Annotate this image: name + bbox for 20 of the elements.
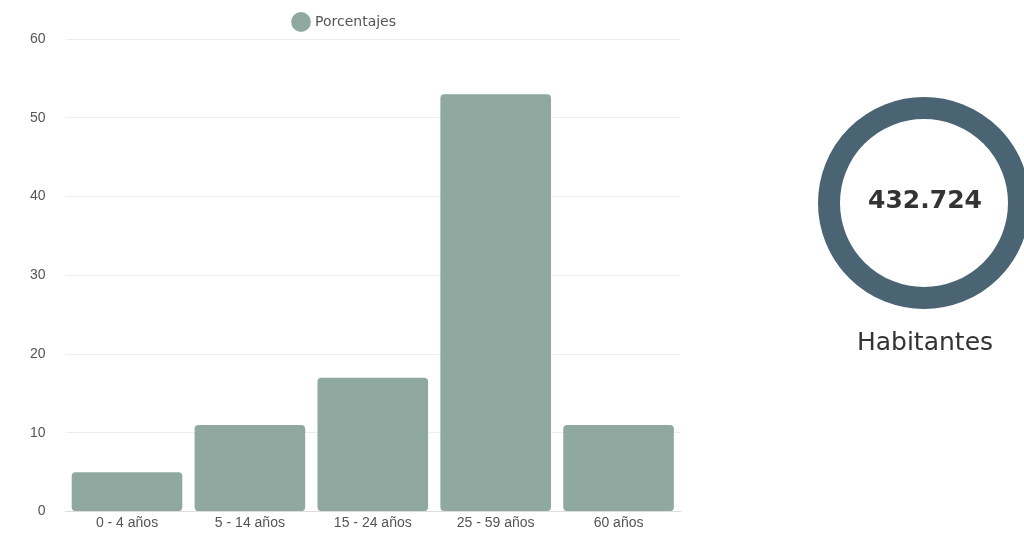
y-tick-label: 50 [29,108,46,125]
bar [563,424,674,512]
legend-label: Porcentajes [315,12,397,29]
text: Habitantes [855,327,995,356]
y-tick-label: 40 [29,187,46,204]
text: 432.724 [867,185,983,214]
y-tick-label: 20 [29,344,46,361]
x-tick-label: 5 - 14 años [214,513,285,530]
x-tick-label: 0 - 4 años [95,513,159,530]
y-tick-label: 30 [29,266,46,283]
bar [440,94,551,512]
y-tick-label: 10 [29,423,46,440]
y-tick-label: 0 [37,502,46,519]
y-tick-label: 60 [29,29,46,46]
bar [71,472,183,512]
x-tick-label: 25 - 59 años [456,513,535,530]
x-tick-label: 15 - 24 años [333,513,412,530]
x-tick-label: 60 años [593,513,644,530]
bar [194,424,306,512]
bar [317,377,429,512]
